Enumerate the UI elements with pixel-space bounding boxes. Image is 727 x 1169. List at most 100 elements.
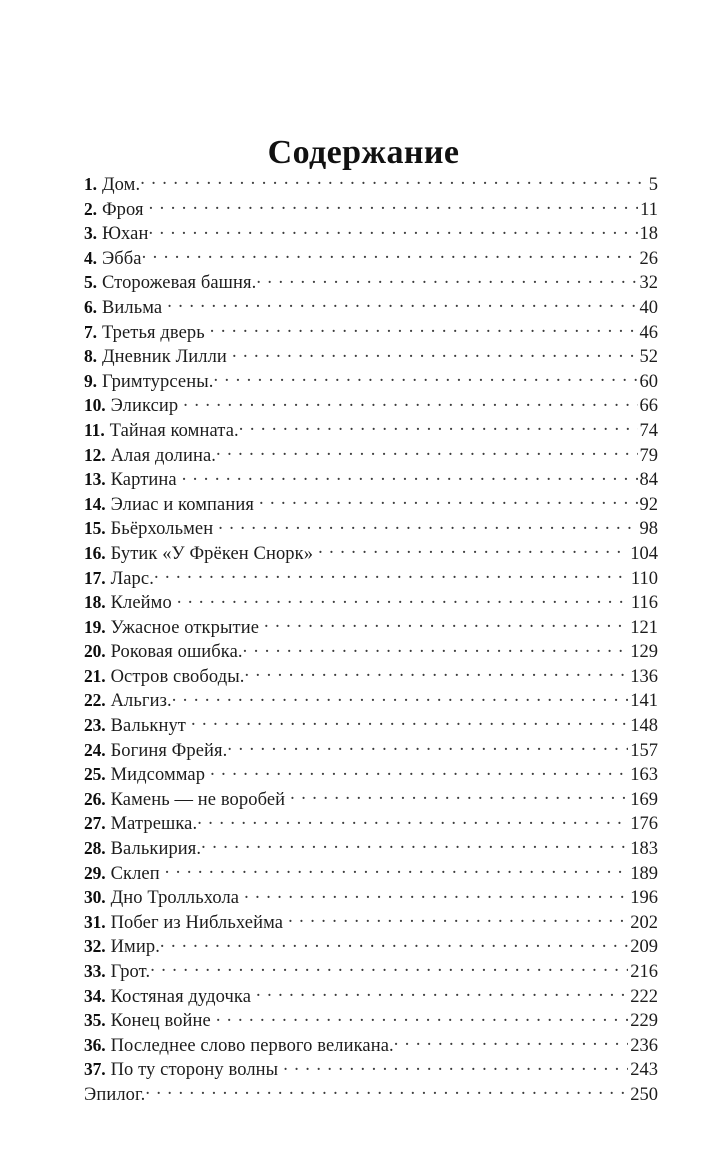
toc-entry-page-number: 84 [639, 470, 659, 491]
toc-entry-label: Элиас и компания [110, 494, 254, 515]
toc-entry-label: Дом. [101, 175, 141, 195]
toc-entry[interactable]: 37.По ту сторону волны 243 [84, 1057, 658, 1082]
toc-dot-leader [154, 566, 629, 584]
toc-entry-page-number: 169 [630, 789, 658, 810]
toc-entry-label: Матрешка. [110, 814, 198, 835]
toc-entry-label: Тайная комната. [109, 420, 239, 441]
toc-entry[interactable]: 34.Костяная дудочка 222 [84, 984, 658, 1009]
toc-dot-leader [177, 590, 629, 608]
toc-entry[interactable]: 7.Третья дверь 46 [84, 320, 658, 345]
toc-entry[interactable]: 5.Сторожевая башня. 32 [84, 270, 658, 295]
toc-dot-leader [149, 197, 639, 215]
toc-entry-label: Фроя [101, 199, 144, 220]
toc-entry[interactable]: 1.Дом. 5 [84, 172, 658, 197]
toc-entry[interactable]: 15.Бьёрхольмен 98 [84, 516, 658, 541]
toc-entry[interactable]: 18.Клеймо 116 [84, 590, 658, 615]
toc-entry-label: Гримтурсены. [101, 371, 214, 392]
toc-entry-label: Грот. [110, 962, 151, 982]
toc-entry-label: Остров свободы. [110, 666, 245, 687]
toc-entry-page-number: 52 [639, 347, 659, 368]
toc-entry-number: 25. [84, 764, 106, 785]
toc-entry[interactable]: 31.Побег из Нибльхейма 202 [84, 910, 658, 935]
toc-entry[interactable]: 19.Ужасное открытие 121 [84, 615, 658, 640]
toc-dot-leader [197, 811, 628, 829]
toc-entry-page-number: 66 [639, 396, 659, 417]
toc-entry[interactable]: 3.Юхан 18 [84, 221, 658, 246]
toc-entry[interactable]: 32.Имир. 209 [84, 934, 658, 959]
toc-entry[interactable]: 6.Вильма 40 [84, 295, 658, 320]
toc-entry-page-number: 26 [639, 248, 659, 269]
toc-entry[interactable]: 13.Картина 84 [84, 467, 658, 492]
toc-entry[interactable]: 24.Богиня Фрейя. 157 [84, 738, 658, 763]
toc-entry[interactable]: 10.Эликсир 66 [84, 393, 658, 418]
toc-entry[interactable]: 29.Склеп 189 [84, 861, 658, 886]
toc-entry-page-number: 163 [630, 765, 658, 786]
toc-entry[interactable]: 33.Грот. 216 [84, 959, 658, 984]
toc-entry-label: Побег из Нибльхейма [110, 912, 284, 933]
toc-entry[interactable]: 23.Валькнут 148 [84, 713, 658, 738]
toc-dot-leader [172, 688, 629, 706]
toc-dot-leader [213, 369, 637, 387]
toc-entry-label: Вильма [101, 297, 163, 318]
toc-entry-page-number: 209 [630, 937, 658, 958]
toc-dot-leader [232, 344, 638, 362]
toc-entry-number: 23. [84, 715, 106, 736]
toc-entry-label: Имир. [110, 937, 160, 958]
toc-entry-label: Картина [110, 470, 177, 491]
toc-list: 1.Дом. 5 2.Фроя 113.Юхан184.Эбба 265.Стороже… [84, 172, 658, 1107]
toc-dot-leader [394, 1033, 629, 1051]
toc-entry-number: 28. [84, 838, 106, 859]
toc-entry-label: Бьёрхольмен [110, 519, 214, 540]
toc-entry-number: 34. [84, 985, 106, 1006]
toc-entry[interactable]: 30.Дно Тролльхола 196 [84, 885, 658, 910]
toc-entry-number: 4. [84, 247, 97, 268]
toc-entry[interactable]: 16.Бутик «У Фрёкен Снорк» 104 [84, 541, 658, 566]
toc-entry-number: 10. [84, 395, 106, 416]
toc-entry-page-number: 11 [640, 199, 658, 220]
toc-entry[interactable]: 9.Гримтурсены. 60 [84, 369, 658, 394]
toc-dot-leader [218, 516, 637, 534]
toc-entry[interactable]: 27.Матрешка. 176 [84, 811, 658, 836]
toc-entry[interactable]: Эпилог. 250 [84, 1082, 658, 1107]
toc-entry[interactable]: 21.Остров свободы. 136 [84, 664, 658, 689]
toc-entry-label: Роковая ошибка. [110, 642, 243, 663]
toc-entry[interactable]: 22.Альгиз. 141 [84, 688, 658, 713]
toc-entry-number: 30. [84, 887, 106, 908]
toc-entry[interactable]: 17.Ларс. 110 [84, 566, 658, 591]
toc-entry[interactable]: 2.Фроя 11 [84, 197, 658, 222]
toc-entry-label: Эбба [101, 248, 142, 269]
toc-entry[interactable]: 28.Валькирия. 183 [84, 836, 658, 861]
toc-entry-number: 8. [84, 346, 97, 367]
toc-entry-number: 37. [84, 1059, 106, 1080]
toc-entry-label: Дно Тролльхола [110, 888, 240, 909]
toc-entry[interactable]: 8.Дневник Лилли 52 [84, 344, 658, 369]
toc-entry-page-number: 236 [630, 1035, 658, 1056]
toc-dot-leader [191, 713, 628, 731]
toc-entry[interactable]: 25.Мидсоммар 163 [84, 762, 658, 787]
toc-entry-label: Мидсоммар [110, 765, 206, 786]
toc-entry-page-number: 141 [630, 691, 658, 712]
toc-entry[interactable]: 11.Тайная комната. 74 [84, 418, 658, 443]
toc-entry[interactable]: 4.Эбба 26 [84, 246, 658, 271]
toc-entry-number: 12. [84, 444, 106, 465]
toc-entry[interactable]: 12.Алая долина. 79 [84, 443, 658, 468]
toc-entry[interactable]: 35.Конец войне 229 [84, 1008, 658, 1033]
toc-entry[interactable]: 20.Роковая ошибка. 129 [84, 639, 658, 664]
toc-entry-page-number: 32 [639, 273, 659, 294]
toc-entry-label: Ужасное открытие [110, 617, 260, 638]
toc-entry-number: 2. [84, 198, 97, 219]
toc-entry-number: 1. [84, 174, 97, 194]
toc-entry-label: Дневник Лилли [101, 347, 227, 368]
toc-entry[interactable]: 36.Последнее слово первого великана. 236 [84, 1033, 658, 1058]
toc-entry-page-number: 5 [648, 175, 658, 195]
toc-entry[interactable]: 14.Элиас и компания 92 [84, 492, 658, 517]
toc-entry-number: 5. [84, 272, 97, 293]
toc-entry-number: 18. [84, 592, 106, 613]
toc-entry-number: 29. [84, 862, 106, 883]
toc-entry-number: 9. [84, 370, 97, 391]
toc-entry[interactable]: 26.Камень — не воробей 169 [84, 787, 658, 812]
toc-entry-page-number: 136 [630, 666, 658, 687]
toc-entry-number: 21. [84, 665, 106, 686]
toc-entry-page-number: 189 [630, 863, 658, 884]
